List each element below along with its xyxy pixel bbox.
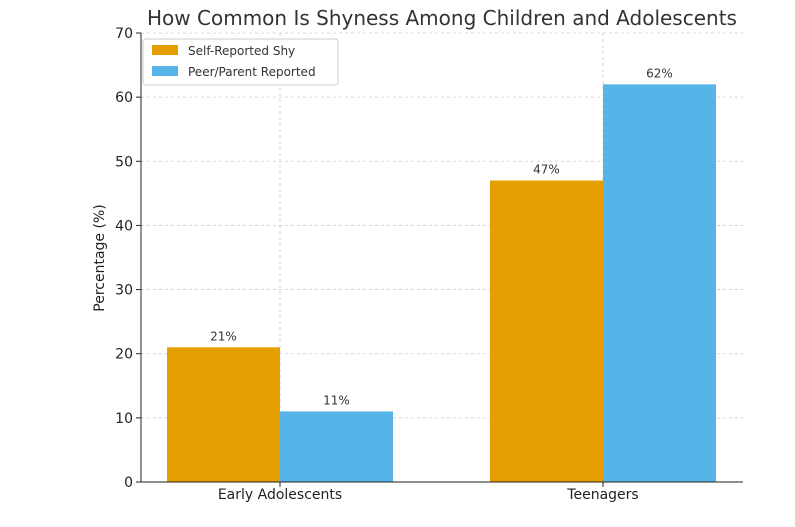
y-tick-label-50: 50	[115, 154, 133, 170]
bar-value-label-peer-parent-reported-teenagers: 62%	[646, 66, 673, 80]
bar-value-label-self-reported-shy-teenagers: 47%	[533, 163, 560, 177]
y-tick-label-10: 10	[115, 411, 133, 427]
tick-labels: 0 10 20 30 40 50 60 70 Early Adolescents Teenager…	[115, 26, 639, 503]
legend-swatch-self-reported	[152, 45, 178, 55]
legend: Self-Reported Shy Peer/Parent Reported	[142, 38, 339, 86]
bar-value-label-self-reported-shy-early-adolescents: 21%	[210, 329, 237, 343]
y-tick-label-20: 20	[115, 347, 133, 363]
bar-value-labels: 21% 11% 47% 62%	[210, 66, 673, 407]
bar-self-reported-shy-early-adolescents	[167, 347, 280, 482]
y-axis-label: Percentage (%)	[92, 204, 108, 311]
bar-value-label-peer-parent-reported-early-adolescents: 11%	[323, 393, 350, 407]
legend-box	[142, 38, 339, 86]
legend-label-self-reported: Self-Reported Shy	[188, 44, 295, 58]
y-tick-label-70: 70	[115, 26, 133, 42]
bars	[167, 84, 716, 483]
y-tick-label-40: 40	[115, 218, 133, 234]
bar-peer-parent-reported-early-adolescents	[280, 411, 393, 482]
legend-label-peer-parent: Peer/Parent Reported	[188, 65, 316, 79]
y-tick-label-0: 0	[124, 475, 133, 491]
bar-self-reported-shy-teenagers	[490, 180, 603, 482]
chart-title: How Common Is Shyness Among Children and…	[147, 6, 737, 30]
y-tick-label-60: 60	[115, 90, 133, 106]
y-tick-label-30: 30	[115, 283, 133, 299]
bar-peer-parent-reported-teenagers	[603, 84, 716, 483]
x-tick-label-teenagers: Teenagers	[566, 487, 638, 503]
x-tick-label-early-adolescents: Early Adolescents	[218, 487, 342, 503]
legend-swatch-peer-parent	[152, 66, 178, 76]
axes	[140, 33, 743, 483]
